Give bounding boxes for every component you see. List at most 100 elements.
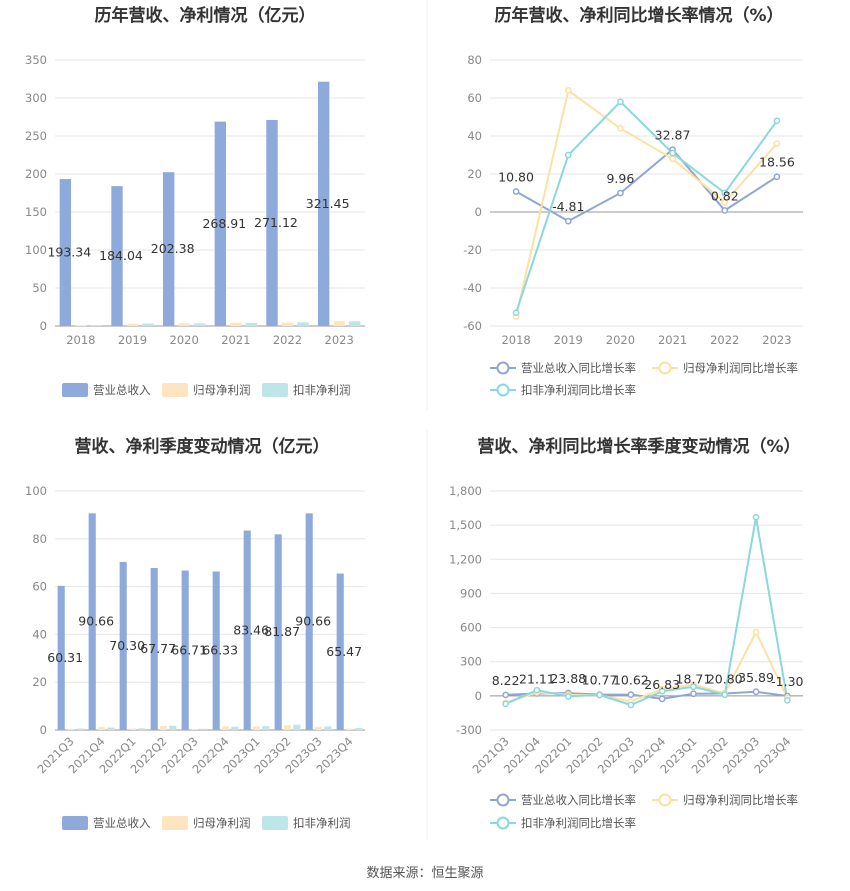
plot-area: -60 -40 -20 0 20 40 60 80 2018 2019 2020 2021 2022 20… [463, 53, 803, 347]
bar [266, 119, 278, 327]
bar [281, 322, 294, 326]
quarterly-growth-rate-chart: 营收、净利同比增长率季度变动情况（%） -300 0 300 600 900 1,200 1… [449, 436, 804, 830]
x-tick-label: 2021 [221, 333, 250, 347]
chart-title: 历年营收、净利同比增长率情况（%） [494, 5, 783, 26]
data-point [596, 691, 603, 699]
legend-label: 归母净利润同比增长率 [683, 361, 798, 375]
y-tick-label: 80 [467, 53, 482, 67]
data-label: 8.22 [492, 673, 520, 688]
x-tick-label: 2023 [325, 333, 354, 347]
legend: 营业总收入 归母净利润 扣非净利润 [62, 816, 351, 830]
bar [193, 323, 206, 326]
data-label: 18.71 [676, 672, 712, 687]
y-tick-label: -60 [463, 319, 482, 333]
annual-growth-rate-chart: 历年营收、净利同比增长率情况（%） -60 -40 -20 0 20 40 60 80 2018… [463, 5, 803, 397]
chart-title: 历年营收、净利情况（亿元） [95, 5, 316, 26]
data-point [752, 513, 760, 521]
data-label: 9.96 [606, 171, 634, 186]
series-line [515, 100, 778, 314]
bar [76, 728, 84, 730]
legend-label: 扣非净利润 [293, 383, 351, 397]
data-label: 60.31 [47, 650, 83, 665]
bar [324, 726, 332, 730]
legend-swatch [162, 816, 188, 830]
data-label: 10.62 [613, 673, 649, 688]
y-tick-label: 350 [25, 53, 47, 67]
plot-area: 0 50 100 150 200 250 300 350 2018 2019 2020 2021 202… [25, 53, 365, 347]
data-point [627, 701, 635, 709]
legend-label: 归母净利润 [193, 383, 251, 397]
data-label: 184.04 [99, 248, 143, 263]
legend-label: 扣非净利润同比增长率 [521, 816, 636, 830]
bar [305, 513, 313, 730]
bar [348, 321, 361, 326]
data-label: 321.45 [306, 196, 350, 211]
data-label: 193.34 [47, 245, 91, 260]
data-point [658, 695, 666, 703]
data-point [502, 700, 509, 708]
data-point [617, 189, 624, 197]
legend-label: 营业总收入 [93, 383, 151, 397]
y-tick-label: 40 [467, 129, 482, 143]
bar [150, 568, 158, 730]
y-tick-label: 300 [460, 655, 482, 669]
bar [66, 728, 75, 730]
bar [75, 325, 87, 327]
bar [274, 534, 282, 730]
y-tick-label: 0 [40, 723, 47, 737]
bar [317, 81, 330, 326]
legend-swatch [162, 383, 188, 397]
plot-area: 0204060801002021Q32021Q42022Q12022Q22022… [25, 484, 365, 776]
data-point [721, 691, 729, 699]
data-label: 26.83 [644, 677, 680, 692]
legend-label: 营业总收入同比增长率 [521, 361, 636, 375]
annual-revenue-profit-chart: 历年营收、净利情况（亿元） 0 50 100 150 200 250 300 350 2018 2… [25, 5, 365, 397]
data-point [669, 155, 676, 163]
bar [336, 573, 344, 730]
legend-swatch [262, 816, 288, 830]
data-point [564, 87, 572, 94]
y-tick-label: 150 [25, 205, 47, 219]
chart-title: 营收、净利同比增长率季度变动情况（%） [477, 436, 800, 457]
bar [162, 172, 175, 326]
legend-swatch [262, 383, 288, 397]
bar [252, 726, 261, 730]
bar [128, 728, 137, 730]
y-tick-label: 50 [32, 281, 47, 295]
quarterly-revenue-profit-chart: 营收、净利季度变动情况（亿元） 0204060801002021Q32021Q4… [25, 436, 365, 830]
data-point [721, 207, 729, 214]
series-line [505, 517, 789, 707]
y-tick-label: 60 [467, 91, 482, 105]
chart-title: 营收、净利季度变动情况（亿元） [75, 436, 330, 457]
bar [57, 585, 65, 730]
data-label: 0.82 [711, 188, 739, 203]
bar [59, 179, 72, 326]
data-point [669, 149, 676, 157]
bar [212, 571, 220, 730]
legend-label: 归母净利润同比增长率 [683, 793, 798, 807]
legend-label: 营业总收入同比增长率 [521, 793, 636, 807]
legend-marker [496, 816, 510, 830]
bar [283, 725, 292, 730]
data-label: 35.89 [738, 670, 774, 685]
y-tick-label: 600 [460, 621, 482, 635]
data-label: 202.38 [151, 241, 195, 256]
bar [178, 323, 190, 326]
data-point [512, 309, 520, 317]
y-tick-label: 1,800 [449, 484, 482, 498]
y-tick-label: 100 [25, 484, 47, 498]
bar [333, 321, 345, 326]
y-tick-label: -300 [456, 723, 482, 737]
legend-swatch [62, 816, 88, 830]
data-point [752, 688, 760, 696]
data-label: -4.81 [552, 199, 584, 214]
data-point [773, 140, 781, 147]
data-label: 18.56 [759, 155, 795, 170]
bar [231, 726, 239, 730]
bar [142, 323, 154, 326]
data-point [564, 217, 572, 225]
bar [126, 323, 139, 326]
y-tick-label: 900 [460, 586, 482, 600]
data-label: 271.12 [254, 215, 298, 230]
